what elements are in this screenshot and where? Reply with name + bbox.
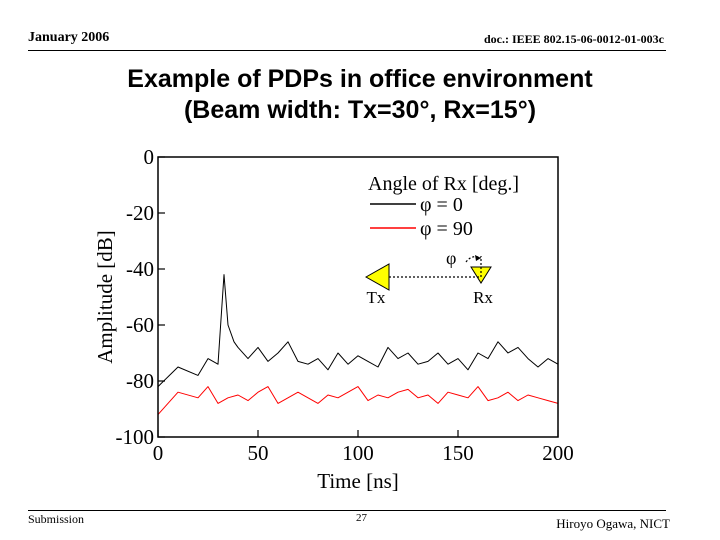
y-tick-label: -40 xyxy=(126,257,154,281)
y-axis-label: Amplitude [dB] xyxy=(93,230,117,364)
y-tick-label: -60 xyxy=(126,313,154,337)
footer-divider xyxy=(28,510,666,511)
y-tick-label: 0 xyxy=(144,145,155,169)
series-layer xyxy=(157,274,559,415)
footer-label: Submission xyxy=(28,512,85,526)
series-line-phi-0 xyxy=(157,274,559,387)
legend-title: Angle of Rx [deg.] xyxy=(368,173,519,195)
series-line-phi-90 xyxy=(157,386,559,415)
header-doc-id: doc.: IEEE 802.15-06-0012-01-003c xyxy=(484,32,664,46)
legend-label-phi-90: φ = 90 xyxy=(420,218,473,240)
page-number: 27 xyxy=(356,512,367,524)
phi-label: φ xyxy=(446,248,456,268)
tx-label: Tx xyxy=(367,288,386,307)
y-tick-label: -80 xyxy=(126,369,154,393)
y-tick-label: -100 xyxy=(116,425,155,449)
x-tick-label: 0 xyxy=(153,441,164,465)
footer-author: Hiroyo Ogawa, NICT xyxy=(556,516,670,531)
x-tick-label: 200 xyxy=(542,441,574,465)
header-divider xyxy=(28,50,666,51)
header-date: January 2006 xyxy=(28,30,110,45)
rx-label: Rx xyxy=(473,288,493,307)
phi-angle-arc xyxy=(465,256,482,263)
legend-box xyxy=(360,168,554,247)
antenna-diagram: φ Tx Rx xyxy=(364,248,493,307)
legend: Angle of Rx [deg.] φ = 0 φ = 90 xyxy=(360,168,554,247)
slide-title: Example of PDPs in office environment (B… xyxy=(0,64,720,126)
slide-title-line-1: Example of PDPs in office environment xyxy=(127,65,593,93)
y-tick-label: -20 xyxy=(126,201,154,225)
legend-label-phi-0: φ = 0 xyxy=(420,194,463,216)
x-tick-label: 50 xyxy=(248,441,269,465)
phi-arrow-icon xyxy=(475,255,481,261)
slide-title-line-2: (Beam width: Tx=30°, Rx=15°) xyxy=(183,96,537,124)
x-tick-label: 100 xyxy=(342,441,374,465)
ticks-layer: 0 50 100 150 200 0 -20 -40 -60 -80 -100 xyxy=(116,145,574,465)
tx-antenna-icon xyxy=(364,263,390,291)
x-axis-label: Time [ns] xyxy=(317,469,399,493)
x-tick-label: 150 xyxy=(442,441,474,465)
